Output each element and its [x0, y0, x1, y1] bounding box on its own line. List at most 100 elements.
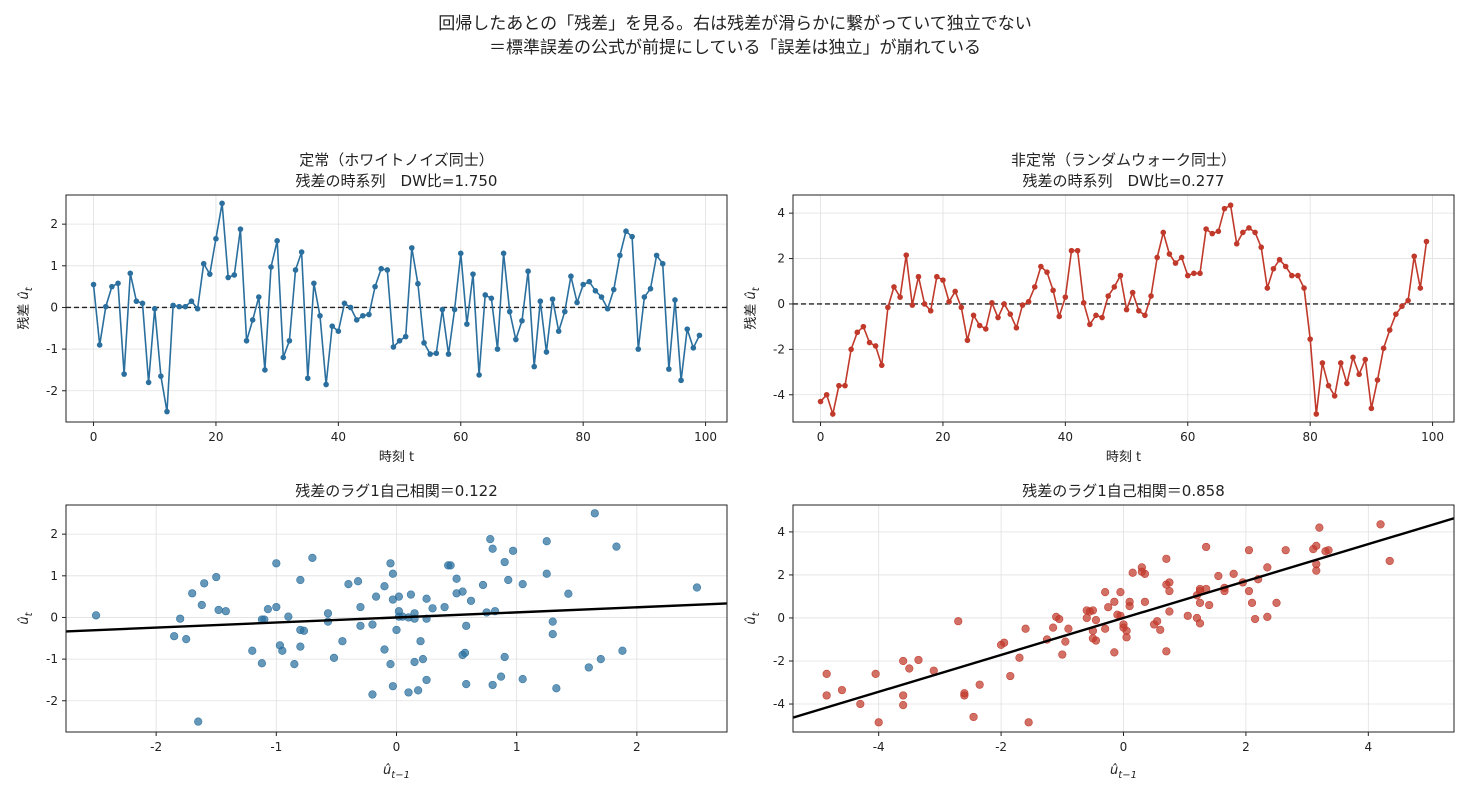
residual-point: [989, 300, 995, 306]
lag-scatter-point: [1195, 598, 1205, 608]
residual-point: [109, 283, 115, 290]
residual-point: [402, 333, 409, 340]
lag-scatter-point: [462, 621, 471, 630]
x-tick-label: 2: [1242, 740, 1250, 754]
residual-point: [90, 281, 97, 288]
lag-scatter-point: [1202, 542, 1211, 552]
residual-point: [1038, 263, 1044, 270]
residual-point: [684, 326, 691, 332]
residual-point: [445, 351, 452, 357]
panel-title-line2: 残差の時系列 DW比=1.750: [296, 172, 498, 190]
residual-point: [568, 273, 574, 280]
residual-point: [1307, 336, 1313, 342]
residual-point: [1405, 297, 1411, 304]
residual-point: [145, 379, 152, 386]
residual-point: [121, 371, 127, 377]
residual-point: [829, 411, 836, 417]
lag-scatter-point: [899, 691, 908, 700]
lag-scatter-point: [1128, 568, 1137, 577]
lag-scatter-point: [960, 689, 969, 698]
residual-point: [1393, 311, 1399, 317]
lag-scatter-point: [500, 557, 509, 567]
residual-point: [1319, 360, 1326, 366]
lag-scatter-point: [1110, 597, 1119, 606]
residual-point: [1270, 265, 1277, 272]
x-axis-label: ût−1: [383, 763, 410, 781]
y-tick-label: -4: [773, 697, 785, 711]
residual-point: [347, 304, 354, 311]
residual-point: [885, 304, 891, 311]
residual-point: [476, 372, 482, 378]
residual-point: [1233, 241, 1240, 247]
x-tick-label: -2: [995, 740, 1007, 754]
residual-point: [537, 298, 544, 305]
lag-scatter-point: [1104, 603, 1113, 612]
lag-scatter-point: [308, 553, 317, 562]
lag-scatter-point: [1088, 606, 1097, 615]
residual-point: [562, 308, 568, 315]
residual-point: [200, 260, 207, 267]
lag-scatter-point: [822, 669, 831, 679]
y-axis-label: 残差 ût: [744, 286, 762, 329]
residual-point: [823, 391, 830, 398]
lag-scatter-point: [612, 542, 621, 551]
residual-point: [366, 311, 372, 318]
lag-scatter-point: [380, 582, 389, 591]
residual-point: [629, 233, 635, 240]
residual-point: [1386, 327, 1393, 333]
residual-point: [102, 303, 109, 310]
residual-point: [1325, 382, 1332, 389]
lag-scatter-point: [1263, 563, 1272, 572]
residual-point: [952, 288, 958, 295]
x-tick-label: 60: [1180, 430, 1195, 444]
lag-scatter-point: [822, 691, 831, 700]
x-tick-label: 0: [817, 430, 825, 444]
lag-scatter-point: [460, 648, 470, 657]
residual-point: [194, 305, 201, 312]
y-tick-label: 2: [777, 252, 785, 266]
lag-scatter-point: [837, 685, 847, 695]
x-tick-label: 60: [453, 430, 468, 444]
residual-point: [647, 285, 654, 292]
lag-scatter-point: [500, 652, 509, 662]
residual-point: [1160, 229, 1167, 236]
residual-point: [1019, 302, 1026, 308]
lag-scatter-point: [323, 609, 333, 618]
x-tick-label: 100: [694, 430, 717, 444]
residual-point: [866, 339, 873, 346]
residual-point: [1148, 293, 1154, 299]
residual-point: [1068, 247, 1075, 254]
residual-point: [1423, 238, 1430, 245]
residual-point: [219, 200, 225, 207]
residual-point: [1295, 272, 1301, 279]
regression-fit-line: [66, 602, 727, 633]
lag-scatter-point: [440, 602, 449, 612]
residual-point: [1368, 405, 1375, 412]
residual-point: [115, 280, 121, 287]
y-tick-label: 0: [50, 610, 58, 624]
panel-ts_stationary: 0 20 40 60 80 100 -2 -1 0 1 2 定常（ホワイトノイズ同士） 残差の時系列 D…: [17, 151, 728, 465]
lag-scatter-point: [1324, 546, 1333, 555]
lag-scatter-point: [1058, 650, 1067, 659]
lag-scatter-point: [564, 589, 573, 598]
axes-frame: [65, 504, 728, 733]
lag-scatter-point: [416, 637, 425, 646]
residual-point: [878, 362, 885, 369]
lag-scatter-point: [874, 718, 883, 727]
lag-scatter-point: [263, 605, 273, 614]
lag-scatter-point: [422, 675, 431, 685]
lag-scatter-point: [392, 625, 401, 635]
residual-point: [329, 323, 336, 330]
residual-point: [897, 294, 903, 300]
residual-point: [519, 317, 525, 324]
lag-scatter-point: [188, 589, 197, 598]
lag-scatter-point: [466, 596, 476, 605]
residual-point: [1025, 298, 1032, 305]
panel-ts_random_walk: 0 20 40 60 80 100 -4 -2 0 2 4 非定常（ランダムウォーク同士） 残差の時系列…: [744, 151, 1455, 465]
residual-point: [311, 280, 317, 287]
residual-point: [1117, 272, 1124, 279]
lag-scatter-point: [969, 712, 978, 722]
residual-point: [360, 312, 366, 319]
residual-point: [1111, 284, 1118, 290]
